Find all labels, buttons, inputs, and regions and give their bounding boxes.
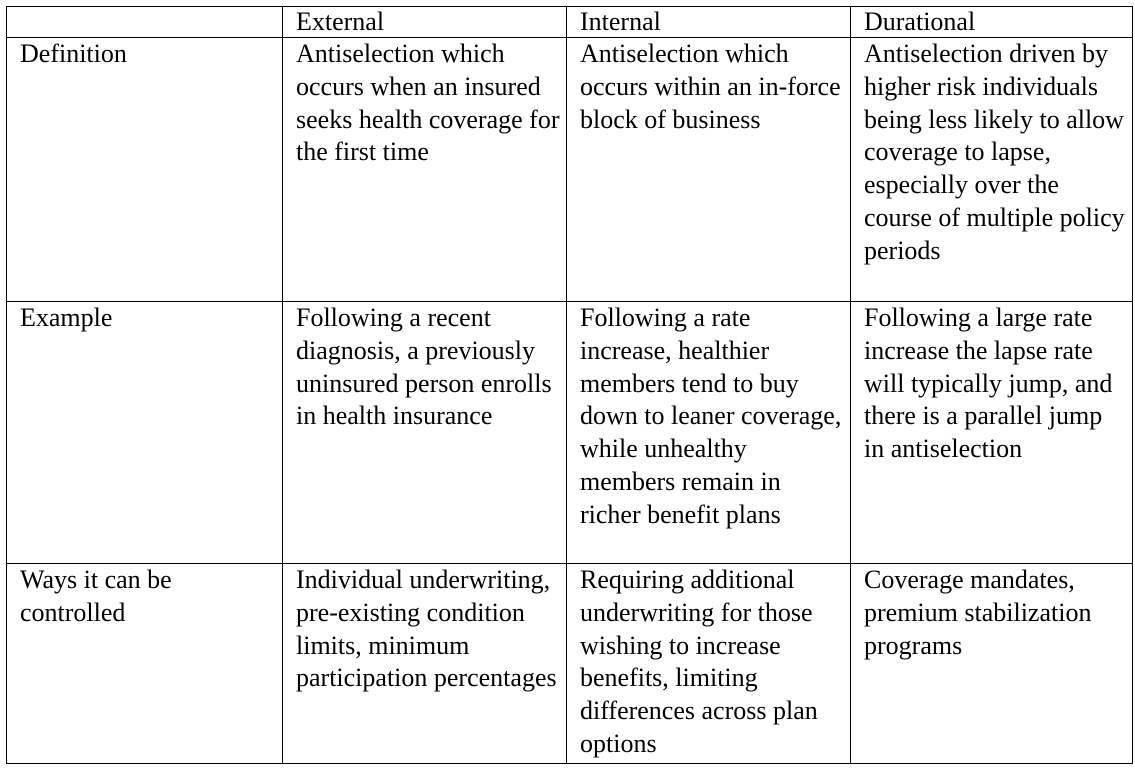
header-row: External Internal Durational xyxy=(6,6,1133,38)
header-durational-label: Durational xyxy=(864,7,976,37)
table-row-definition: Definition Antiselection which occurs wh… xyxy=(6,37,1133,302)
example-durational-text: Following a large rate increase the laps… xyxy=(864,303,1113,464)
table-cell-ways-durational: Coverage mandates, premium stabilization… xyxy=(850,563,1133,764)
row-label-cell: Definition xyxy=(6,37,283,302)
row-label-example: Example xyxy=(20,303,113,332)
header-cell-blank xyxy=(6,6,283,38)
ways-external-text: Individual underwriting, pre-existing co… xyxy=(296,565,557,693)
table-row-ways-controlled: Ways it can be controlled Individual und… xyxy=(6,563,1133,764)
example-external-text: Following a recent diagnosis, a previous… xyxy=(296,303,552,431)
antiselection-table: External Internal Durational Definition … xyxy=(6,6,1133,764)
table-cell-example-external: Following a recent diagnosis, a previous… xyxy=(282,301,567,564)
example-internal-text: Following a rate increase, healthier mem… xyxy=(580,303,842,529)
row-label-definition: Definition xyxy=(20,39,127,68)
row-label-ways-controlled: Ways it can be controlled xyxy=(20,565,172,627)
table-cell-ways-external: Individual underwriting, pre-existing co… xyxy=(282,563,567,764)
table-cell-ways-internal: Requiring additional underwriting for th… xyxy=(566,563,851,764)
header-cell-durational: Durational xyxy=(850,6,1133,38)
definition-external-text: Antiselection which occurs when an insur… xyxy=(296,39,560,167)
row-label-cell: Ways it can be controlled xyxy=(6,563,283,764)
definition-durational-text: Antiselection driven by higher risk indi… xyxy=(864,39,1125,265)
table-cell-definition-external: Antiselection which occurs when an insur… xyxy=(282,37,567,302)
header-external-label: External xyxy=(296,7,385,37)
table-cell-definition-durational: Antiselection driven by higher risk indi… xyxy=(850,37,1133,302)
table-cell-example-durational: Following a large rate increase the laps… xyxy=(850,301,1133,564)
table-row-example: Example Following a recent diagnosis, a … xyxy=(6,301,1133,564)
header-cell-internal: Internal xyxy=(566,6,851,38)
definition-internal-text: Antiselection which occurs within an in-… xyxy=(580,39,841,134)
header-cell-external: External xyxy=(282,6,567,38)
ways-internal-text: Requiring additional underwriting for th… xyxy=(580,565,818,758)
table-cell-definition-internal: Antiselection which occurs within an in-… xyxy=(566,37,851,302)
table-cell-example-internal: Following a rate increase, healthier mem… xyxy=(566,301,851,564)
header-internal-label: Internal xyxy=(580,7,661,37)
ways-durational-text: Coverage mandates, premium stabilization… xyxy=(864,565,1092,660)
row-label-cell: Example xyxy=(6,301,283,564)
